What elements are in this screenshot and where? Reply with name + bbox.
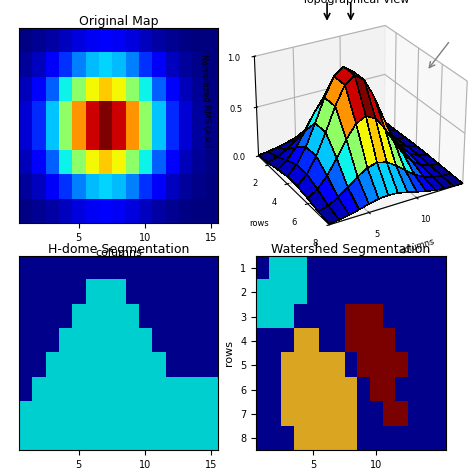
Y-axis label: rows: rows — [249, 219, 269, 228]
Title: H-dome Segmentation: H-dome Segmentation — [48, 243, 189, 256]
X-axis label: columns: columns — [400, 237, 436, 256]
Title: Watershed Segmentation: Watershed Segmentation — [271, 243, 430, 256]
Title: Original Map: Original Map — [79, 16, 158, 28]
Title: Topographical View: Topographical View — [302, 0, 409, 5]
Y-axis label: rows: rows — [224, 340, 235, 366]
X-axis label: columns: columns — [95, 248, 142, 258]
